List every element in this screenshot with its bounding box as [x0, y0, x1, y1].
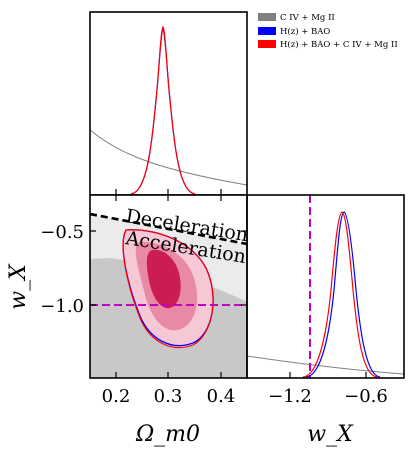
wx-marginal-blue-curve	[305, 211, 381, 378]
wx-marginal-grey-curve	[247, 355, 404, 375]
x-tick-label-1: 0.3	[154, 386, 183, 407]
legend-swatch-combined	[258, 40, 276, 48]
omega-marginal-ticks	[115, 189, 222, 195]
x-tick-label-2: 0.4	[207, 386, 236, 407]
wx-marginal-frame	[246, 194, 405, 379]
omega-marginal-blue-curve	[130, 26, 196, 195]
y-tick-label-0: −0.5	[40, 222, 84, 243]
legend-swatch-civ-mgii	[258, 13, 276, 21]
wx-tick-label-0: −1.2	[268, 386, 312, 407]
wx-marginal-red-curve	[302, 211, 378, 378]
wx-tick-label-1: −0.6	[344, 386, 388, 407]
legend-label-hz-bao: H(z) + BAO	[280, 26, 330, 37]
legend: C IV + Mg II H(z) + BAO H(z) + BAO + C I…	[258, 13, 398, 50]
omega-marginal-panel	[89, 11, 248, 196]
x-tick-label-0: 0.2	[102, 386, 131, 407]
y-tick-label-1: −1.0	[40, 296, 84, 317]
omega-marginal-grey-curve	[90, 129, 247, 186]
contour-outline-red	[122, 229, 214, 349]
legend-swatch-hz-bao	[258, 27, 276, 35]
wx-marginal-panel: −1.2 −0.6 w_X	[246, 194, 405, 447]
wx-marginal-ticks	[289, 372, 367, 378]
deceleration-boundary-line	[90, 212, 247, 246]
omega-marginal-red-curve	[130, 25, 196, 195]
legend-label-civ-mgii: C IV + Mg II	[280, 13, 335, 23]
contour-inner	[146, 249, 181, 309]
x-axis-label: Ω_m0	[135, 422, 200, 447]
wx-axis-label: w_X	[307, 422, 354, 447]
y-axis-label: w_X	[6, 263, 31, 310]
legend-label-combined: H(z) + BAO + C IV + Mg II	[280, 39, 398, 50]
joint-posterior-ticks	[90, 195, 247, 378]
joint-posterior-panel: Deceleration Acceleration 0.2 0.3 0.4 −0…	[6, 194, 248, 447]
